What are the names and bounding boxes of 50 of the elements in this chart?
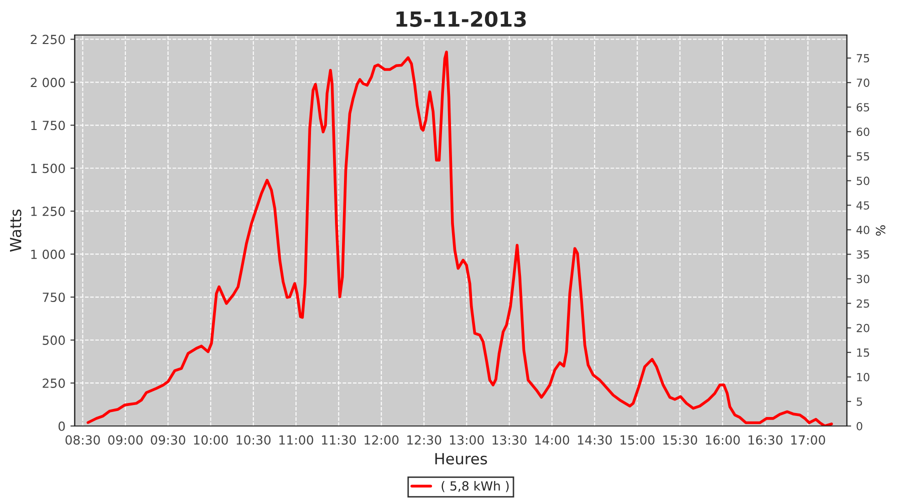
- y-tick-label: 500: [42, 336, 65, 345]
- y-tick-label: 1 250: [31, 206, 65, 216]
- y2-tick-label: 25: [856, 299, 870, 308]
- y-tick-label: 750: [42, 292, 65, 302]
- y2-tick-label: 40: [856, 226, 870, 234]
- y-tick-label: 1 500: [31, 164, 65, 174]
- x-tick-label: 08:30: [66, 435, 100, 445]
- y-axis-title: Watts: [10, 210, 22, 252]
- y2-tick-label: 70: [856, 78, 870, 87]
- legend-label: ( 5,8 kWh ): [442, 480, 509, 492]
- x-tick-label: 12:30: [407, 435, 442, 445]
- x-tick-label: 12:00: [364, 435, 399, 445]
- y-tick-label: 1 750: [31, 120, 65, 130]
- y-tick-label: 250: [42, 378, 65, 388]
- y2-tick-label: 10: [857, 372, 870, 382]
- x-tick-label: 11:00: [279, 435, 314, 445]
- x-tick-label: 17:00: [791, 435, 826, 445]
- x-tick-label: 09:30: [150, 435, 186, 445]
- y2-tick-label: 50: [856, 176, 870, 186]
- y2-tick-label: 75: [856, 54, 870, 62]
- y-tick-label: 0: [58, 421, 65, 431]
- x-tick-label: 10:00: [194, 435, 228, 445]
- x-tick-label: 14:30: [578, 435, 612, 445]
- y-tick-label: 2 250: [30, 34, 65, 44]
- x-tick-label: 10:30: [236, 435, 271, 445]
- chart-title: 15-11-2013: [396, 11, 526, 27]
- y2-tick-label: 15: [857, 348, 870, 357]
- y2-tick-label: 55: [856, 152, 870, 161]
- x-tick-label: 16:00: [706, 435, 740, 445]
- y2-tick-label: 45: [856, 201, 870, 210]
- line-series: [86, 50, 833, 426]
- x-tick-label: 15:30: [663, 435, 698, 445]
- y2-tick-label: 65: [856, 103, 870, 112]
- x-tick-label: 16:30: [748, 435, 782, 445]
- y2-tick-label: 5: [856, 398, 862, 406]
- x-axis-title: Heures: [435, 453, 487, 465]
- y2-tick-label: 35: [856, 250, 870, 259]
- y2-axis-title: %: [876, 225, 886, 236]
- x-tick-label: 11:30: [322, 435, 356, 445]
- x-tick-label: 13:00: [450, 435, 484, 445]
- y-tick-label: 2 000: [30, 78, 65, 88]
- y-tick-label: 1 000: [31, 250, 65, 260]
- y2-tick-label: 0: [856, 422, 862, 430]
- x-tick-label: 15:00: [620, 435, 654, 445]
- x-tick-label: 13:30: [492, 435, 526, 445]
- y2-tick-label: 30: [856, 274, 870, 284]
- y2-tick-label: 20: [856, 324, 870, 332]
- x-tick-label: 09:00: [108, 435, 143, 445]
- y2-tick-label: 60: [856, 128, 870, 136]
- x-tick-label: 14:00: [535, 435, 570, 445]
